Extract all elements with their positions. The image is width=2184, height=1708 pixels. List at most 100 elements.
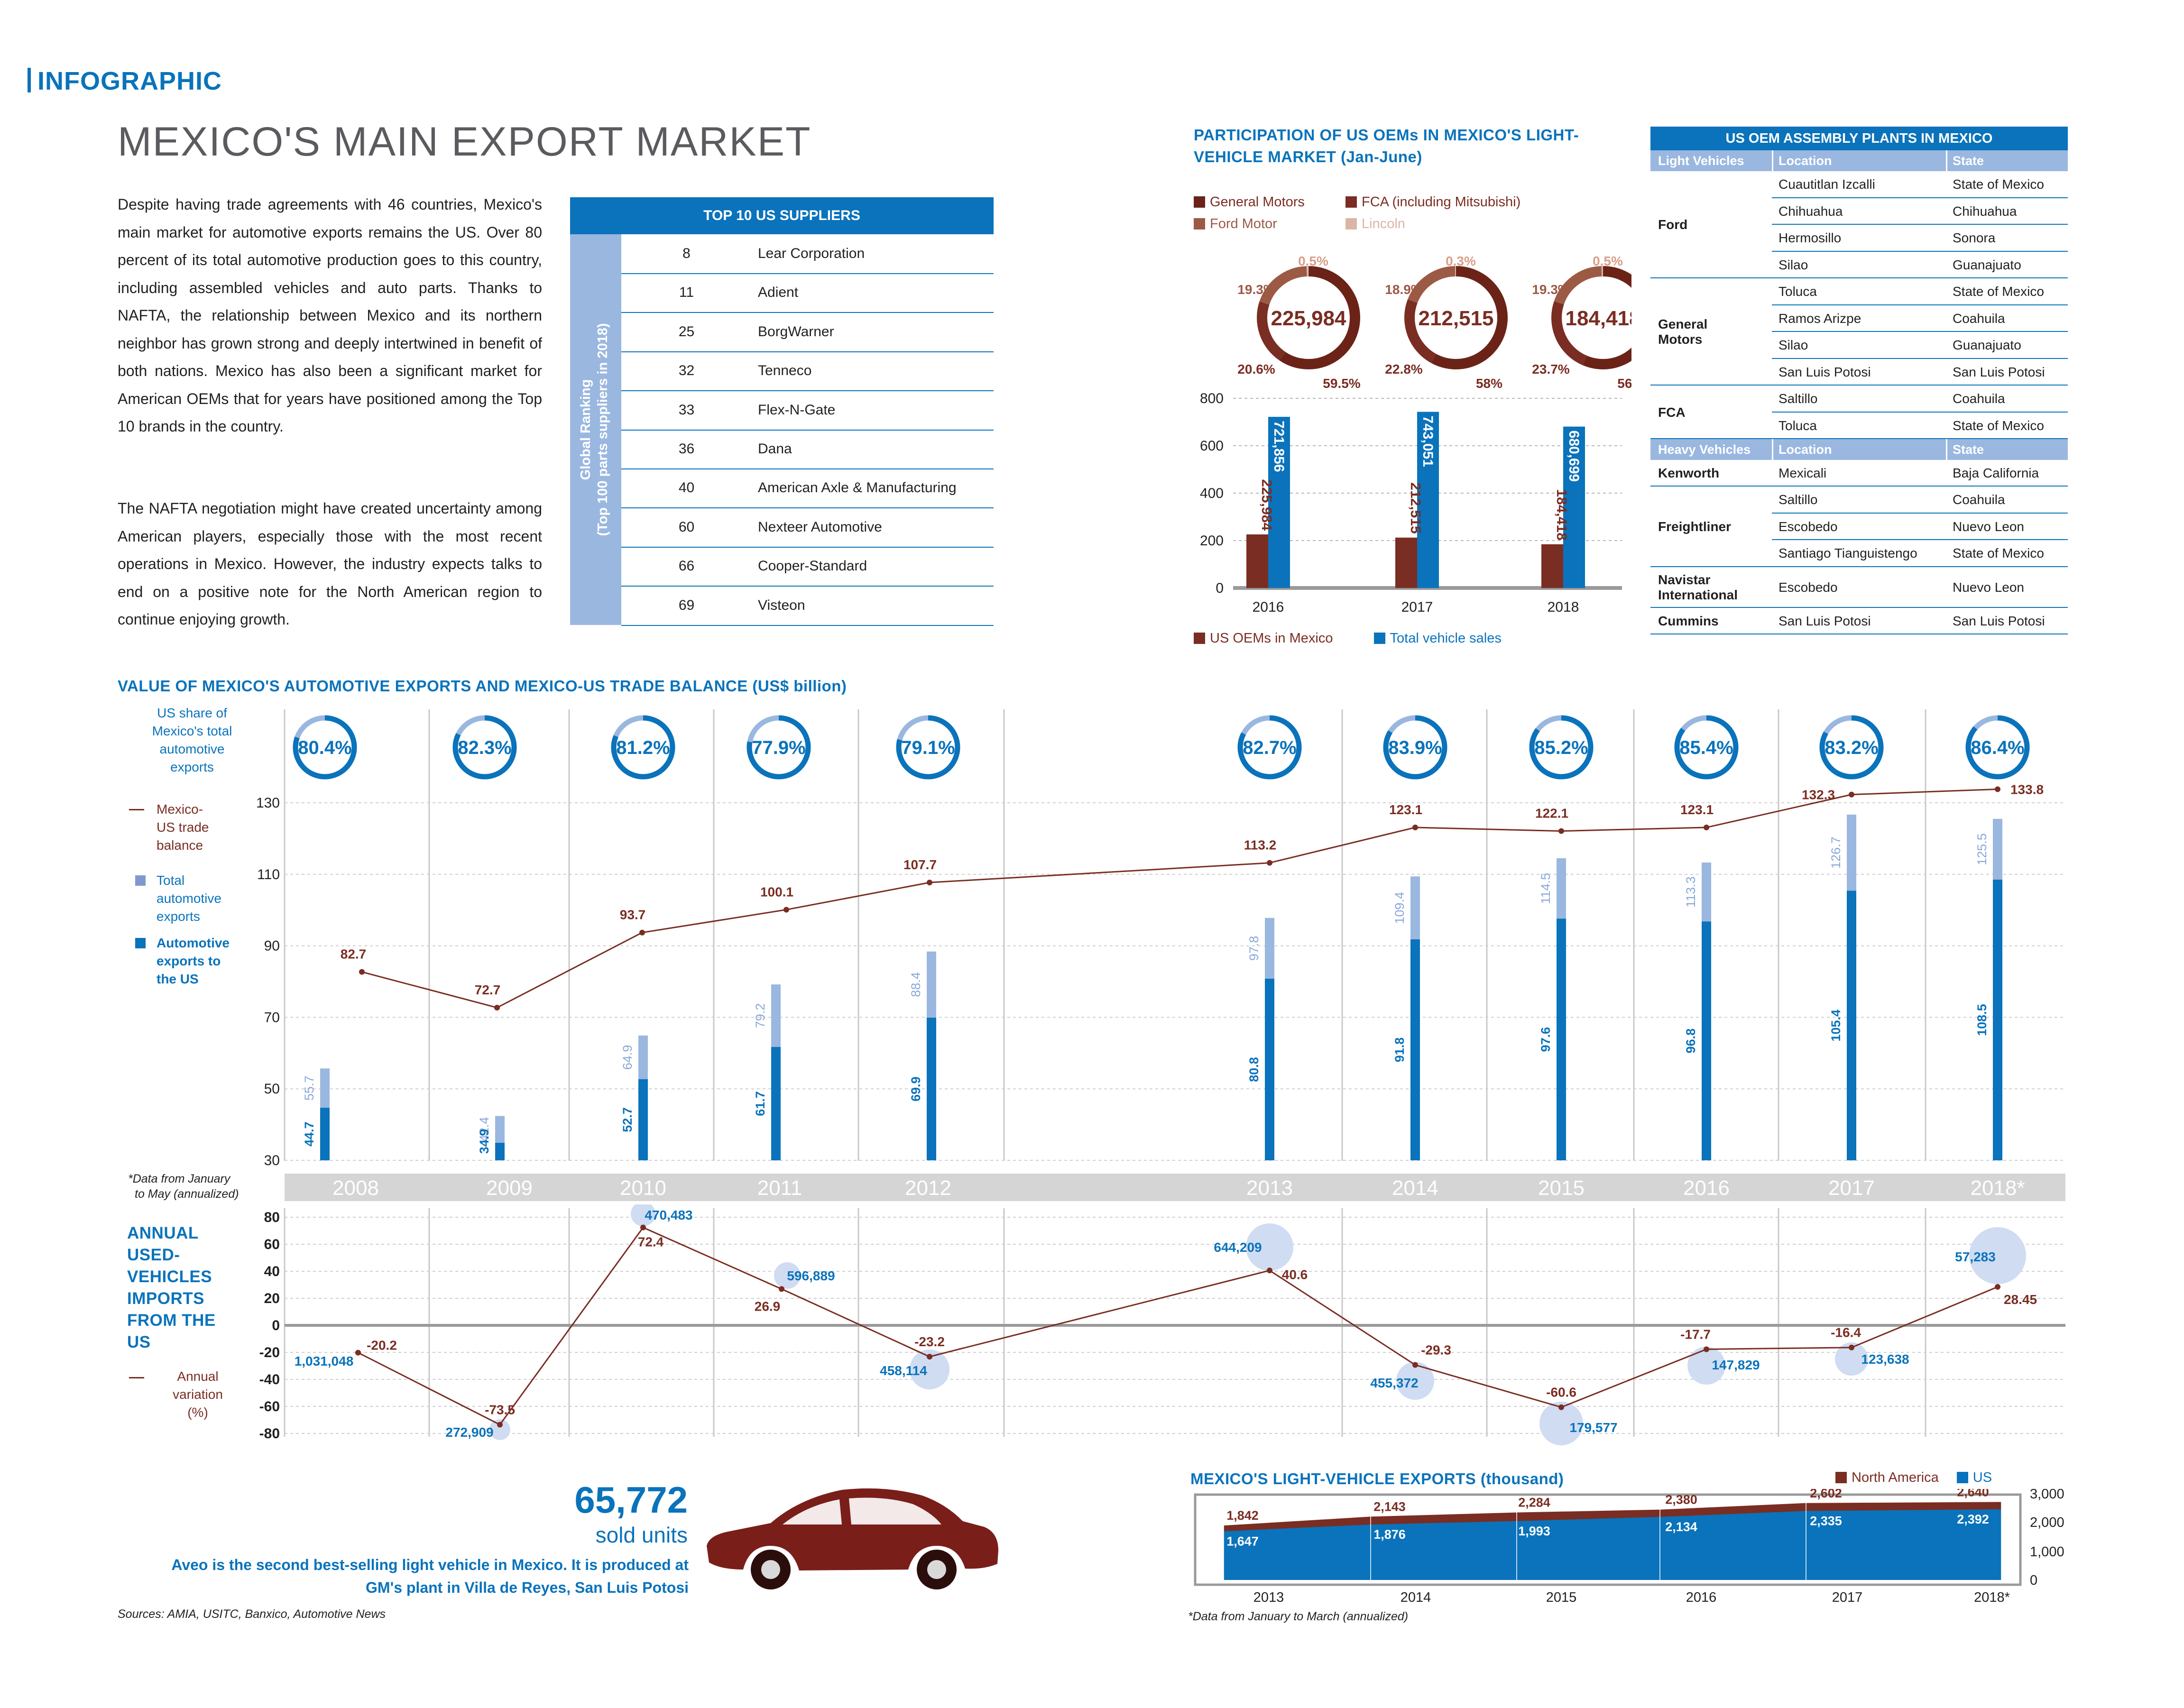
row-divider [1650,606,2068,608]
plant-brand-line: Navistar [1658,572,1711,587]
legend-lincoln-label: Lincoln [1362,216,1405,231]
share-ring [611,715,675,780]
us-exports-label: 44.7 [302,1121,316,1147]
legend-balance-text: Mexico- US trade balance [157,800,251,854]
trade-balance-point [1267,860,1272,866]
year-label: 2012 [905,1176,951,1200]
supplier-row: 25 BorgWarner [621,312,994,352]
supplier-name: Lear Corporation [758,246,865,261]
legend-ford: Ford Motor [1194,216,1383,232]
imports-bubble [1687,1347,1725,1385]
bar-total-label: 743,051 [1420,415,1436,467]
legend-total-swatch [135,875,146,886]
donut-fca-segment [1551,301,1587,366]
imports-label: 644,209 [1214,1240,1262,1255]
bar-oem [1395,537,1417,588]
plant-brand: FCA [1658,404,1686,420]
legend-fca-swatch [1345,196,1357,208]
legend-na-label: North America [1852,1470,1939,1485]
imports-label: 147,829 [1712,1358,1760,1372]
lv-us-label: 2,335 [1810,1514,1842,1528]
plant-location: San Luis Potosi [1779,364,1871,379]
suppliers-side-bar [570,234,621,625]
y-tick-label: 30 [264,1153,280,1168]
plant-location: Escobedo [1779,519,1838,534]
bar-total [1563,426,1585,588]
legend-text-line: (%) [187,1405,208,1420]
lv-us-label: 1,647 [1226,1534,1259,1548]
supplier-name: Nexteer Automotive [758,519,882,535]
exports-title: VALUE OF MEXICO'S AUTOMOTIVE EXPORTS AND… [118,677,847,695]
total-exports-label: 42.4 [477,1117,491,1142]
us-exports-label: 91.8 [1392,1038,1407,1063]
bar-us-exports [1410,939,1420,1160]
supplier-name: Dana [758,441,792,457]
legend-text-line: exports [157,909,200,924]
plant-location: Saltillo [1779,492,1818,507]
year-label: 2011 [757,1176,802,1200]
lv-frame [1194,1493,2022,1586]
donut-fca-label: 22.8% [1385,362,1422,376]
total-exports-label: 55.7 [302,1075,316,1101]
plant-state: State of Mexico [1953,284,2044,299]
bar-us-exports [1993,880,2002,1160]
donut-lincoln-label: 0.5% [1298,254,1328,268]
donut-gm-label: 56.5% [1617,376,1631,391]
plant-brand-line: General [1658,317,1708,331]
title-line: FROM THE [127,1311,216,1330]
share-value: 80.4% [298,737,351,758]
trade-balance-label: 122.1 [1535,806,1568,821]
variation-label: 40.6 [1282,1267,1308,1282]
share-value: 83.2% [1825,737,1878,758]
title-line: USED- [127,1246,180,1264]
legend-total-label: Total vehicle sales [1390,631,1502,646]
donut-fca-label: 20.6% [1237,362,1275,376]
supplier-name: Visteon [758,597,805,613]
donut-gm-label: 58% [1476,376,1502,391]
legend-us-label: US [1972,1470,1992,1485]
lv-area-us [1224,1509,2001,1580]
x-tick-label: 2017 [1401,599,1433,615]
legend-oem-label: US OEMs in Mexico [1210,631,1333,646]
legend-text-line: the US [157,972,199,986]
side-label-line-1: Global Ranking [578,379,593,480]
lv-x-tick-label: 2015 [1546,1590,1577,1605]
legend-total-text: Total automotive exports [157,872,251,926]
trade-balance-point [359,969,365,975]
aveo-text: Aveo is the second best-selling light ve… [95,1553,689,1599]
legend-line-swatch [129,809,144,810]
variation-point [497,1422,503,1428]
total-exports-label: 88.4 [909,972,923,997]
plant-state: San Luis Potosi [1953,364,2045,379]
plant-state: Nuevo Leon [1953,579,2025,595]
trade-balance-point [1558,828,1564,834]
imports-bubble [910,1350,949,1389]
supplier-rank: 8 [682,246,691,261]
year-label: 2015 [1538,1176,1585,1200]
y-tick-label: 400 [1200,486,1224,501]
year-label: 2017 [1828,1176,1875,1200]
share-ring [896,715,960,780]
imports-label: 272,909 [445,1425,493,1440]
y-tick-label: 800 [1200,391,1224,406]
imports-label: 179,577 [1569,1420,1617,1435]
share-label-line: US share of [157,706,227,720]
y-tick-label: 130 [256,795,280,811]
donut-ford-segment [1554,266,1602,305]
trade-balance-label: 132.3 [1802,788,1835,802]
row-divider [1772,331,2068,332]
trade-balance-point [927,880,932,886]
plant-location: Mexicali [1779,466,1827,480]
plant-state: State of Mexico [1953,177,2044,192]
imports-bubble [631,1204,655,1226]
imports-label: 123,638 [1861,1352,1909,1367]
row-divider [1650,385,2068,386]
total-exports-label: 79.2 [753,1003,767,1028]
lv-legend: North America US [1835,1470,1992,1486]
variation-point [1558,1404,1564,1410]
lv-y-tick-label: 1,000 [2030,1544,2064,1560]
header-divider [1946,150,1947,171]
bar-total-label: 721,856 [1271,421,1287,472]
aveo-text-line: GM's plant in Villa de Reyes, San Luis P… [366,1579,689,1596]
bar-oem-label: 212,515 [1408,482,1423,533]
